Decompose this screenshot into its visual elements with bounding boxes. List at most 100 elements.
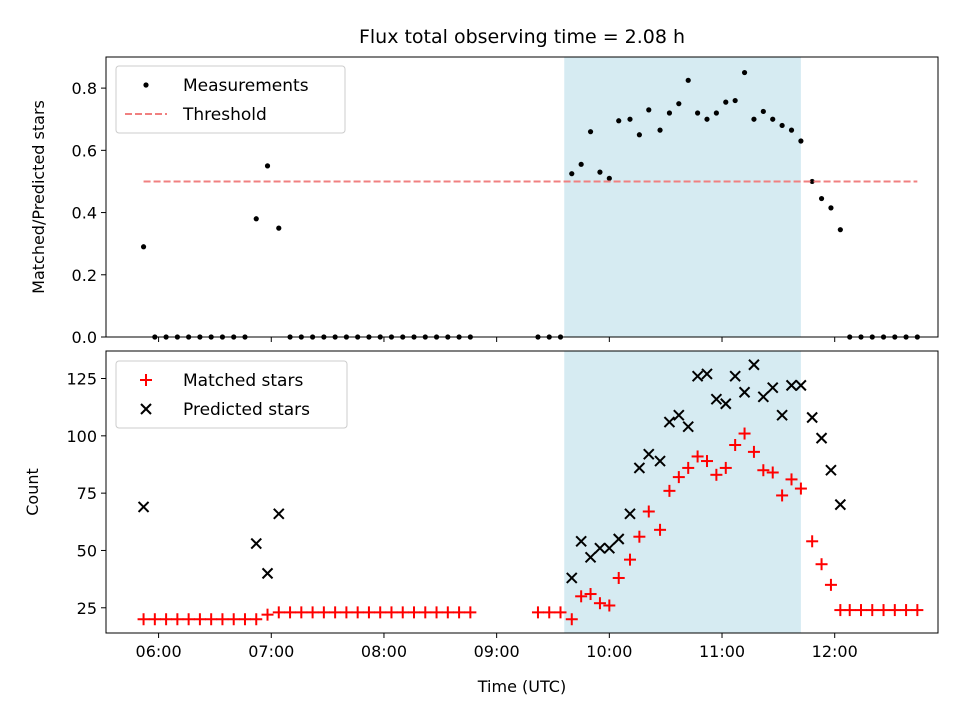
predicted-stars-point: [710, 393, 723, 405]
matched-stars-point: [672, 471, 685, 484]
matched-stars-point: [710, 468, 723, 481]
measurement-point: [751, 116, 757, 122]
matched-stars-point: [554, 606, 567, 619]
matched-stars-point: [227, 613, 240, 626]
matched-stars-point: [738, 427, 751, 440]
bottom-legend: Matched stars Predicted stars: [115, 360, 348, 429]
measurement-point: [837, 227, 843, 233]
predicted-stars-point: [250, 537, 262, 550]
legend-matched-label: Matched stars: [183, 371, 303, 391]
legend-measurements-marker: [143, 82, 149, 88]
measurement-point: [809, 178, 815, 185]
top-marks: [140, 69, 920, 340]
measurement-point: [646, 107, 652, 113]
predicted-stars-point: [594, 542, 606, 554]
measurement-point: [695, 110, 701, 116]
matched-stars-point: [785, 473, 798, 486]
matched-stars-point: [719, 461, 732, 474]
predicted-stars-point: [682, 420, 694, 433]
matched-stars-point: [877, 604, 890, 617]
predicted-stars-point: [701, 368, 713, 380]
predicted-stars-point: [785, 379, 798, 392]
matched-stars-point: [261, 608, 274, 621]
matched-stars-point: [682, 461, 695, 474]
matched-stars-point: [329, 606, 342, 619]
legend-matched-marker: [140, 374, 152, 386]
matched-stars-point: [776, 489, 789, 502]
predicted-stars-point: [654, 455, 666, 467]
matched-stars-point: [205, 613, 218, 626]
top-plot-frame: [105, 56, 939, 338]
matched-stars-point: [193, 613, 206, 626]
legend-measurements-label: Measurements: [183, 76, 309, 96]
matched-stars-point: [430, 606, 443, 619]
predicted-stars-point: [566, 572, 578, 584]
measurement-point: [798, 138, 804, 144]
matched-stars-point: [900, 604, 913, 617]
measurement-point: [253, 216, 259, 222]
measurement-point: [140, 244, 147, 250]
matched-stars-point: [593, 597, 606, 610]
matched-stars-point: [888, 604, 901, 617]
y-tick-label: 0.0: [72, 328, 97, 347]
measurement-point: [597, 169, 603, 175]
bottom-marks: [137, 359, 924, 626]
matched-stars-point: [362, 606, 375, 619]
x-tick-label: 10:00: [586, 642, 632, 661]
measurement-point: [578, 161, 584, 167]
matched-stars-point: [584, 588, 597, 601]
top-y-ticks: 0.0 0.2 0.4 0.6 0.8: [72, 79, 106, 347]
measurement-point: [276, 225, 282, 231]
y-tick-label: 50: [77, 541, 97, 560]
chart-title: Flux total observing time = 2.08 h: [359, 26, 685, 48]
matched-stars-point: [654, 523, 667, 536]
matched-stars-point: [306, 606, 319, 619]
predicted-stars-point: [806, 411, 818, 424]
measurement-point: [713, 110, 719, 116]
matched-stars-point: [317, 606, 330, 619]
matched-stars-point: [148, 613, 161, 626]
x-tick-label: 11:00: [699, 642, 745, 661]
predicted-stars-point: [795, 379, 807, 392]
matched-stars-point: [419, 606, 432, 619]
matched-stars-point: [815, 558, 828, 571]
matched-stars-point: [464, 606, 477, 619]
predicted-stars-point: [643, 448, 655, 460]
predicted-stars-point: [261, 567, 274, 580]
predicted-stars-point: [613, 533, 625, 545]
matched-stars-point: [453, 606, 466, 619]
matched-stars-point: [603, 599, 616, 612]
measurement-point: [676, 101, 682, 107]
predicted-stars-point: [767, 381, 779, 394]
predicted-stars-point: [663, 416, 676, 428]
matched-stars-point: [691, 450, 704, 463]
x-tick-label: 12:00: [812, 642, 858, 661]
y-tick-label: 25: [77, 599, 97, 618]
bottom-x-ticks: 06:00 07:00 08:00 09:00 10:00 11:00 12:00: [136, 633, 858, 661]
predicted-stars-point: [584, 551, 597, 564]
measurement-point: [741, 69, 748, 76]
measurement-point: [606, 175, 612, 181]
x-tick-label: 08:00: [361, 642, 407, 661]
measurement-point: [627, 116, 633, 122]
legend-predicted-marker: [140, 403, 152, 415]
top-legend-box: [115, 65, 346, 134]
matched-stars-point: [824, 578, 837, 591]
measurement-point: [569, 171, 575, 177]
matched-stars-point: [866, 604, 879, 617]
measurement-point: [723, 99, 729, 105]
measurement-point: [587, 129, 594, 135]
matched-stars-point: [700, 455, 713, 468]
matched-stars-point: [642, 505, 655, 518]
matched-stars-point: [216, 613, 229, 626]
predicted-stars-point: [691, 370, 704, 382]
measurement-point: [788, 127, 795, 133]
predicted-stars-point: [815, 432, 828, 444]
matched-stars-point: [575, 590, 588, 603]
x-tick-label: 07:00: [248, 642, 294, 661]
predicted-stars-point: [624, 508, 636, 520]
predicted-stars-point: [720, 398, 732, 410]
matched-stars-point: [250, 613, 263, 626]
matched-stars-point: [543, 606, 556, 619]
